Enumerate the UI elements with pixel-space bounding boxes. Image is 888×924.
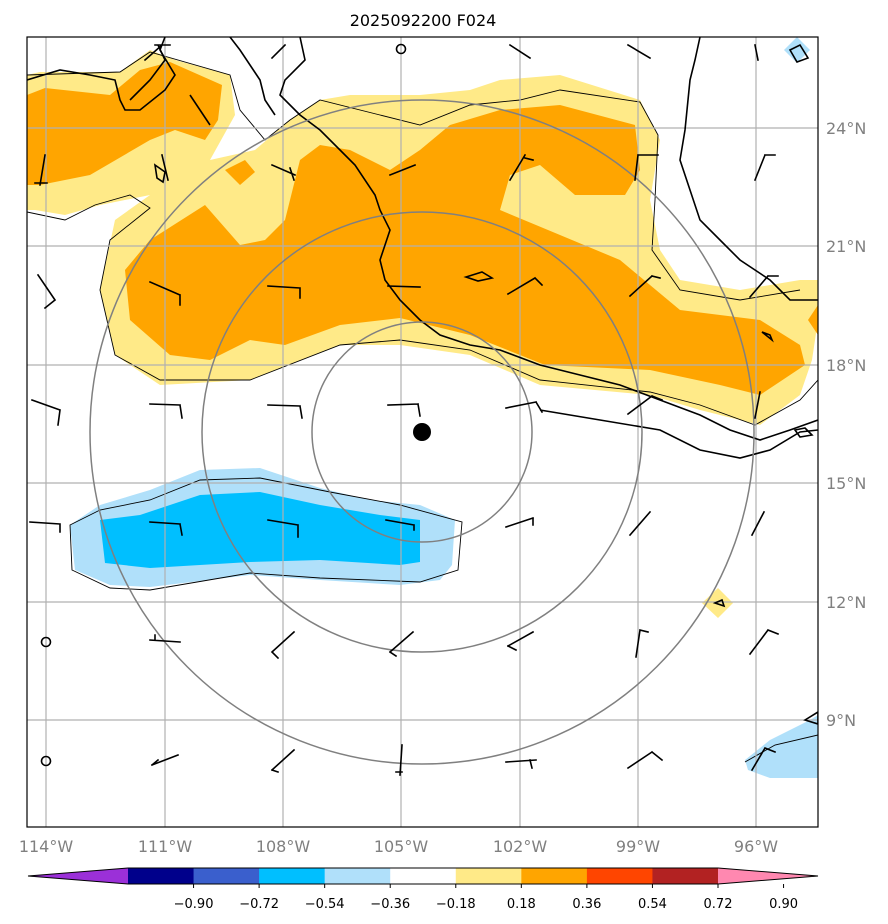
colorbar-extend-low [28, 868, 128, 884]
colorbar-tick-label: −0.36 [370, 897, 410, 912]
colorbar-bin [455, 868, 522, 884]
positive-band-core-small [225, 160, 255, 185]
lon-tick-label: 114°W [19, 837, 74, 856]
ring-middle [201, 211, 643, 653]
colorbar-bin [324, 868, 391, 884]
colorbar-bin [521, 868, 588, 884]
colorbar-tick-label: 0.18 [507, 897, 536, 912]
colorbar-tick-label: −0.72 [239, 897, 279, 912]
negative-band-core [100, 492, 420, 568]
lon-tick-label: 96°W [734, 837, 778, 856]
negative-band-se [745, 715, 818, 778]
lat-tick-label: 15°N [826, 474, 866, 493]
colorbar-bin [259, 868, 326, 884]
colorbar-bin [390, 868, 457, 884]
distance-rings [89, 99, 755, 765]
lat-axis: 24°N 21°N 18°N 15°N 12°N 9°N [826, 119, 866, 730]
lon-tick-label: 99°W [616, 837, 660, 856]
positive-band-core [27, 62, 222, 185]
lon-tick-label: 111°W [138, 837, 193, 856]
colorbar-bin [586, 868, 653, 884]
map-panel [27, 37, 818, 827]
calm-markers [40, 43, 407, 767]
ring-outer [89, 99, 755, 765]
wind-barbs [29, 43, 780, 776]
colorbar-tick-label: 0.36 [572, 897, 601, 912]
colorbar-tick-label: −0.18 [436, 897, 476, 912]
colorbar-outline [27, 867, 819, 885]
lat-tick-label: 9°N [826, 711, 856, 730]
lon-axis: 114°W 111°W 108°W 105°W 102°W 99°W 96°W [19, 837, 778, 856]
lon-tick-label: 108°W [256, 837, 311, 856]
storm-center-marker [413, 423, 431, 441]
negative-band-ne [784, 37, 810, 63]
colorbar-bin [128, 868, 195, 884]
colorbar: −0.90 −0.72 −0.54 −0.36 −0.18 0.18 0.36 0.54 0.7… [27, 867, 819, 912]
colorbar-tick-label: 0.54 [638, 897, 667, 912]
lat-tick-label: 18°N [826, 356, 866, 375]
colorbar-tick-label: 0.72 [704, 897, 733, 912]
colorbar-tick-label: 0.90 [769, 897, 798, 912]
lon-tick-label: 105°W [374, 837, 429, 856]
positive-band-core-east [808, 305, 818, 335]
ring-inner [311, 321, 533, 543]
lon-tick-label: 102°W [493, 837, 548, 856]
colorbar-extend-high [718, 868, 818, 884]
figure-title: 2025092200 F024 [350, 11, 497, 30]
colorbar-bin [193, 868, 260, 884]
lat-tick-label: 21°N [826, 237, 866, 256]
colorbar-bin [652, 868, 719, 884]
colorbar-tick-label: −0.54 [305, 897, 345, 912]
lat-tick-label: 24°N [826, 119, 866, 138]
lat-tick-label: 12°N [826, 593, 866, 612]
map-frame [26, 36, 819, 828]
colorbar-tick-label: −0.90 [174, 897, 214, 912]
